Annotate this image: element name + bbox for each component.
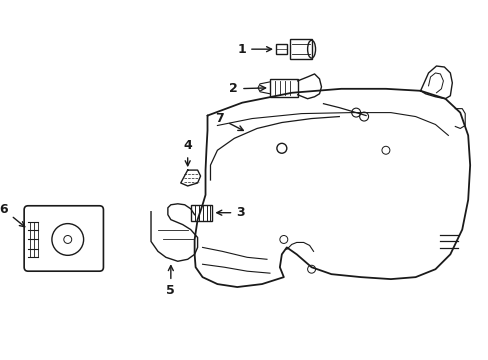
Text: 3: 3 (216, 206, 244, 219)
Bar (289, 39, 311, 59)
Bar (269, 79, 297, 97)
Text: 4: 4 (183, 139, 192, 166)
Bar (275, 44, 286, 54)
Text: 1: 1 (237, 43, 271, 56)
Text: 7: 7 (215, 112, 243, 130)
Text: 5: 5 (166, 266, 175, 297)
Bar (190, 205, 212, 221)
Text: 2: 2 (229, 82, 265, 95)
Text: 6: 6 (0, 203, 25, 227)
